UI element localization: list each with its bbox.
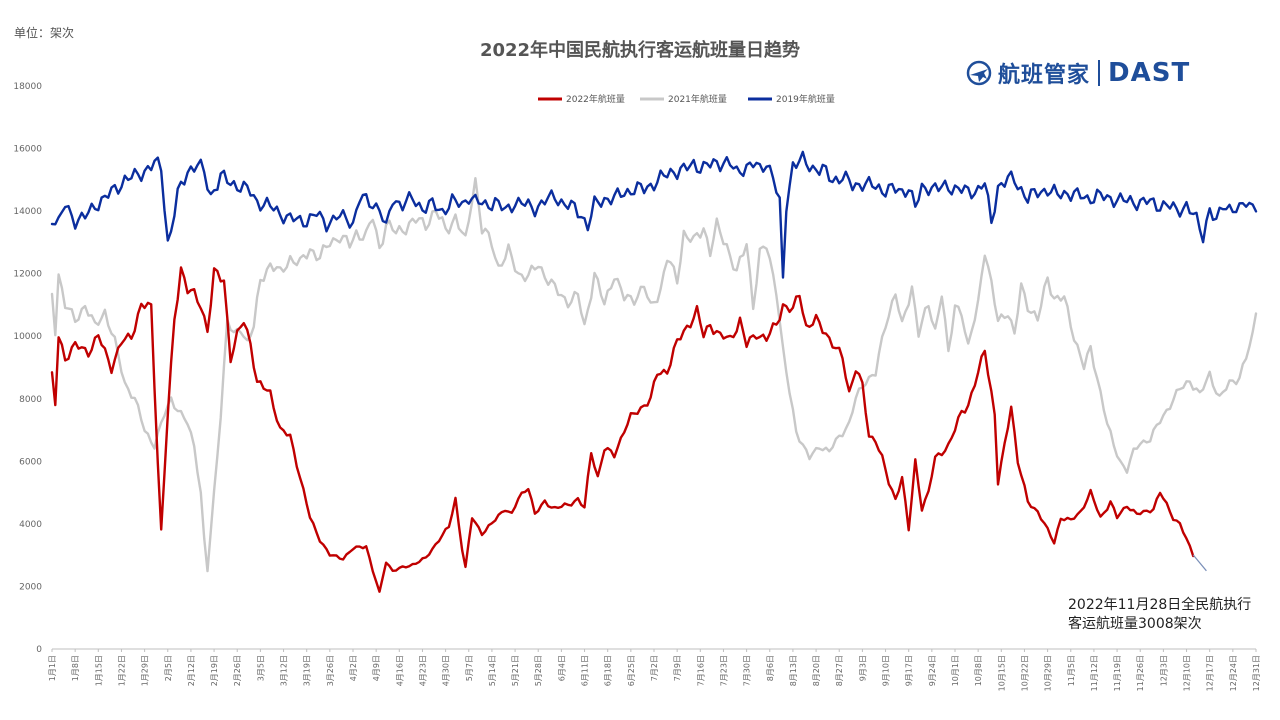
brand-divider <box>1098 60 1101 86</box>
x-tick-label: 4月16日 <box>395 655 404 686</box>
x-tick-label: 10月29日 <box>1044 655 1053 691</box>
x-tick-label: 6月18日 <box>604 655 613 686</box>
airplane-globe-icon <box>966 60 992 86</box>
x-tick-label: 11月5日 <box>1067 655 1076 686</box>
y-tick-label: 2000 <box>19 582 42 592</box>
x-tick-label: 9月17日 <box>905 655 914 686</box>
x-tick-label: 3月12日 <box>280 655 289 686</box>
x-tick-label: 1月29日 <box>141 655 150 686</box>
x-tick-label: 3月19日 <box>303 655 312 686</box>
x-tick-label: 4月30日 <box>442 655 451 686</box>
annotation-line-2: 客运航班量3008架次 <box>1068 616 1202 632</box>
x-tick-label: 12月31日 <box>1252 655 1261 691</box>
series-lines <box>50 150 1258 593</box>
x-tick-label: 12月3日 <box>1159 655 1168 686</box>
x-tick-label: 6月11日 <box>581 655 590 686</box>
series-line-2019年航班量 <box>50 150 1258 279</box>
x-tick-label: 3月5日 <box>256 655 265 681</box>
x-tick-label: 2月5日 <box>164 655 173 681</box>
x-tick-label: 5月14日 <box>488 655 497 686</box>
x-tick-label: 11月12日 <box>1090 655 1099 691</box>
chart-title: 2022年中国民航执行客运航班量日趋势 <box>479 40 801 61</box>
legend-label: 2019年航班量 <box>776 93 835 105</box>
series-line-2022年航班量 <box>50 266 1195 593</box>
x-tick-label: 11月26日 <box>1136 655 1145 691</box>
x-tick-label: 7月23日 <box>719 655 728 686</box>
x-tick-label: 5月21日 <box>511 655 520 686</box>
brand-logo: 航班管家 DAST <box>966 56 1190 90</box>
brand-name: 航班管家 <box>998 63 1091 88</box>
x-tick-label: 8月13日 <box>789 655 798 686</box>
x-tick-label: 1月22日 <box>117 655 126 686</box>
brand-code: DAST <box>1108 58 1191 88</box>
y-tick-label: 0 <box>36 645 42 655</box>
x-tick-label: 7月9日 <box>673 655 682 681</box>
y-tick-label: 14000 <box>13 207 42 217</box>
x-tick-label: 5月7日 <box>465 655 474 681</box>
x-tick-label: 4月2日 <box>349 655 358 681</box>
x-tick-label: 10月15日 <box>997 655 1006 691</box>
axes: 0 2000 4000 6000 8000 10000 12000 14000 16000 180… <box>13 82 1261 691</box>
x-tick-label: 1月1日 <box>48 655 57 681</box>
unit-label: 单位：架次 <box>14 26 75 40</box>
y-tick-label: 6000 <box>19 457 42 467</box>
x-tick-label: 4月9日 <box>372 655 381 681</box>
x-tick-label: 2月19日 <box>210 655 219 686</box>
x-tick-label: 9月24日 <box>928 655 937 686</box>
x-tick-label: 2月26日 <box>233 655 242 686</box>
x-tick-label: 10月1日 <box>951 655 960 686</box>
legend-label: 2021年航班量 <box>668 93 727 105</box>
x-tick-label: 4月23日 <box>418 655 427 686</box>
series-line-2021年航班量 <box>50 176 1258 573</box>
x-tick-label: 7月16日 <box>696 655 705 686</box>
x-tick-label: 10月22日 <box>1020 655 1029 691</box>
x-tick-label: 3月26日 <box>326 655 335 686</box>
y-tick-label: 18000 <box>13 82 42 92</box>
annotation: 2022年11月28日全民航执行 客运航班量3008架次 <box>1068 596 1251 634</box>
x-tick-label: 10月8日 <box>974 655 983 686</box>
x-tick-label: 9月10日 <box>882 655 891 686</box>
x-tick-label: 7月2日 <box>650 655 659 681</box>
legend: 2022年航班量 2021年航班量 2019年航班量 <box>538 93 835 105</box>
y-tick-label: 4000 <box>19 520 42 530</box>
x-tick-label: 6月4日 <box>557 655 566 681</box>
y-tick-label: 10000 <box>13 332 42 342</box>
x-tick-label: 8月27日 <box>835 655 844 686</box>
x-tick-label: 2月12日 <box>187 655 196 686</box>
annotation-line-1: 2022年11月28日全民航执行 <box>1068 597 1252 613</box>
x-tick-label: 12月17日 <box>1206 655 1215 691</box>
x-tick-label: 1月15日 <box>94 655 103 686</box>
x-tick-label: 1月8日 <box>71 655 80 681</box>
x-tick-label: 12月10日 <box>1183 655 1192 691</box>
x-tick-label: 11月19日 <box>1113 655 1122 691</box>
x-tick-label: 5月28日 <box>534 655 543 686</box>
x-tick-label: 8月6日 <box>766 655 775 681</box>
y-tick-label: 16000 <box>13 145 42 155</box>
y-tick-label: 12000 <box>13 270 42 280</box>
legend-label: 2022年航班量 <box>566 93 625 105</box>
x-tick-label: 9月3日 <box>858 655 867 681</box>
x-tick-label: 6月25日 <box>627 655 636 686</box>
y-tick-label: 8000 <box>19 395 42 405</box>
projection-line <box>1192 554 1207 572</box>
x-tick-label: 7月30日 <box>743 655 752 686</box>
x-tick-label: 12月24日 <box>1229 655 1238 691</box>
x-tick-label: 8月20日 <box>812 655 821 686</box>
